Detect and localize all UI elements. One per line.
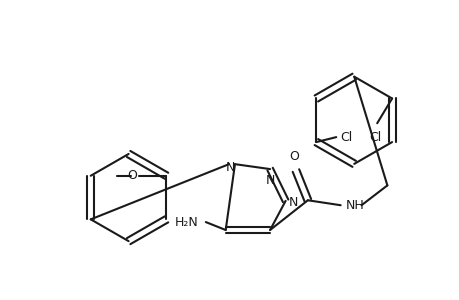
Text: O: O [288, 150, 298, 163]
Text: NH: NH [345, 199, 364, 212]
Text: O: O [127, 169, 136, 182]
Text: H₂N: H₂N [175, 216, 198, 229]
Text: N: N [225, 160, 234, 174]
Text: N: N [265, 175, 274, 188]
Text: Cl: Cl [368, 131, 381, 144]
Text: N: N [288, 196, 297, 209]
Text: Cl: Cl [340, 130, 352, 144]
